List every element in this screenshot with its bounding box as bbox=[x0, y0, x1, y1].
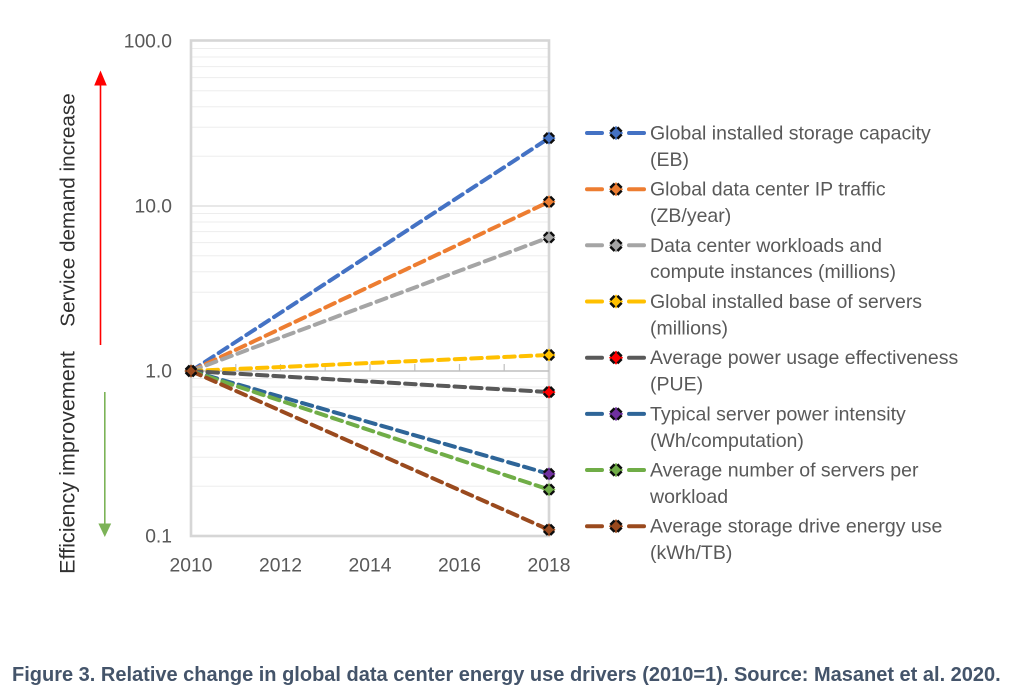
svg-text:1.0: 1.0 bbox=[145, 362, 172, 383]
svg-text:Average number of servers per: Average number of servers per bbox=[650, 460, 919, 482]
svg-text:workload: workload bbox=[649, 486, 728, 508]
svg-text:compute instances (millions): compute instances (millions) bbox=[650, 261, 896, 283]
svg-text:(millions): (millions) bbox=[650, 317, 728, 339]
svg-text:2016: 2016 bbox=[438, 556, 481, 577]
svg-text:(kWh/TB): (kWh/TB) bbox=[650, 542, 732, 564]
svg-text:(PUE): (PUE) bbox=[650, 374, 703, 396]
svg-text:2012: 2012 bbox=[259, 556, 302, 577]
svg-text:Average power usage effectiven: Average power usage effectiveness bbox=[650, 347, 958, 369]
svg-text:Typical server power intensity: Typical server power intensity bbox=[650, 403, 906, 425]
svg-text:Global data center IP traffic: Global data center IP traffic bbox=[650, 179, 886, 201]
svg-text:0.1: 0.1 bbox=[145, 527, 172, 548]
svg-text:Service demand increase: Service demand increase bbox=[57, 93, 80, 326]
svg-text:(ZB/year): (ZB/year) bbox=[650, 205, 731, 227]
svg-text:Efficiency improvement: Efficiency improvement bbox=[55, 351, 80, 574]
svg-text:Global installed base of serve: Global installed base of servers bbox=[650, 291, 922, 313]
svg-text:100.0: 100.0 bbox=[124, 32, 172, 53]
svg-text:Average storage drive energy u: Average storage drive energy use bbox=[650, 516, 942, 538]
svg-text:Global installed storage capac: Global installed storage capacity bbox=[650, 123, 931, 145]
svg-text:Data center workloads and: Data center workloads and bbox=[650, 235, 882, 257]
svg-text:(EB): (EB) bbox=[650, 149, 689, 171]
svg-text:2014: 2014 bbox=[349, 556, 392, 577]
svg-text:2018: 2018 bbox=[528, 556, 571, 577]
svg-text:(Wh/computation): (Wh/computation) bbox=[650, 430, 804, 452]
svg-text:2010: 2010 bbox=[170, 556, 213, 577]
svg-text:10.0: 10.0 bbox=[134, 197, 172, 218]
